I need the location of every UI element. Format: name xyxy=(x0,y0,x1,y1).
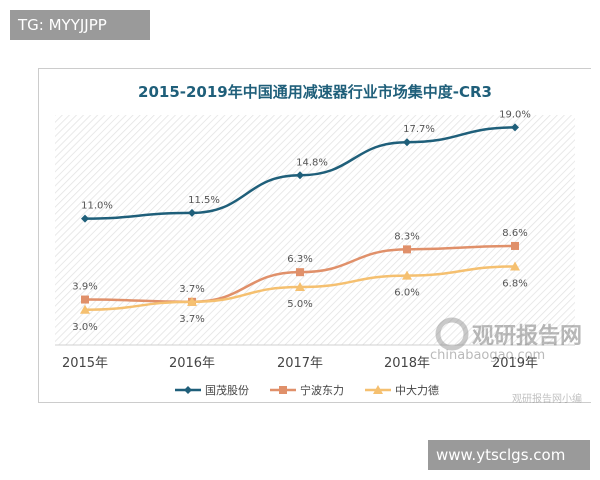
watermark-logo-icon xyxy=(435,317,469,351)
data-point xyxy=(80,304,90,314)
chart-frame xyxy=(38,68,591,403)
data-point xyxy=(403,245,411,254)
data-label: 8.3% xyxy=(394,231,419,242)
data-point xyxy=(188,208,196,217)
data-label: 11.0% xyxy=(81,201,113,212)
x-tick-label: 2016年 xyxy=(169,356,215,371)
data-label: 5.0% xyxy=(287,299,312,310)
data-point xyxy=(296,171,304,180)
header-tag: TG: MYYJJPP xyxy=(10,10,150,40)
x-tick-label: 2015年 xyxy=(62,356,108,371)
legend-marker xyxy=(279,386,287,394)
data-label: 3.7% xyxy=(179,314,204,325)
legend-marker xyxy=(184,386,192,394)
data-label: 14.8% xyxy=(296,157,328,168)
data-label: 6.0% xyxy=(394,288,419,299)
chart-title: 2015-2019年中国通用减速器行业市场集中度-CR3 xyxy=(138,83,492,101)
watermark-name: 观研报告网 xyxy=(472,324,582,349)
data-label: 3.7% xyxy=(179,284,204,295)
watermark-url: chinabaogao.com xyxy=(430,348,545,363)
data-point xyxy=(187,296,197,306)
x-tick-label: 2017年 xyxy=(277,356,323,371)
legend-marker xyxy=(373,385,383,394)
watermark: 观研报告网 chinabaogao.com 观研报告网小编 xyxy=(430,317,582,405)
data-point xyxy=(510,261,520,271)
data-point xyxy=(403,138,411,147)
data-point xyxy=(402,270,412,280)
data-label: 8.6% xyxy=(502,228,527,239)
data-label: 19.0% xyxy=(499,109,531,120)
plot-area xyxy=(55,115,575,345)
x-tick-label: 2018年 xyxy=(384,356,430,371)
data-label: 6.3% xyxy=(287,254,312,265)
x-tick-label: 2019年 xyxy=(492,356,538,371)
legend-label: 宁波东力 xyxy=(300,383,344,397)
data-point xyxy=(81,295,89,304)
data-label: 3.0% xyxy=(72,322,97,333)
data-label: 11.5% xyxy=(188,195,220,206)
footer-tag: www.ytsclgs.com xyxy=(428,440,590,470)
data-label: 17.7% xyxy=(403,124,435,135)
legend-label: 中大力德 xyxy=(395,383,439,397)
watermark-sub: 观研报告网小编 xyxy=(512,392,582,405)
data-point xyxy=(81,214,89,223)
data-point xyxy=(295,282,305,291)
data-label: 6.8% xyxy=(502,278,527,289)
legend-label: 国茂股份 xyxy=(205,383,249,397)
data-point xyxy=(511,123,519,132)
data-point xyxy=(296,268,304,277)
data-point xyxy=(511,241,519,250)
data-label: 3.9% xyxy=(72,282,97,293)
